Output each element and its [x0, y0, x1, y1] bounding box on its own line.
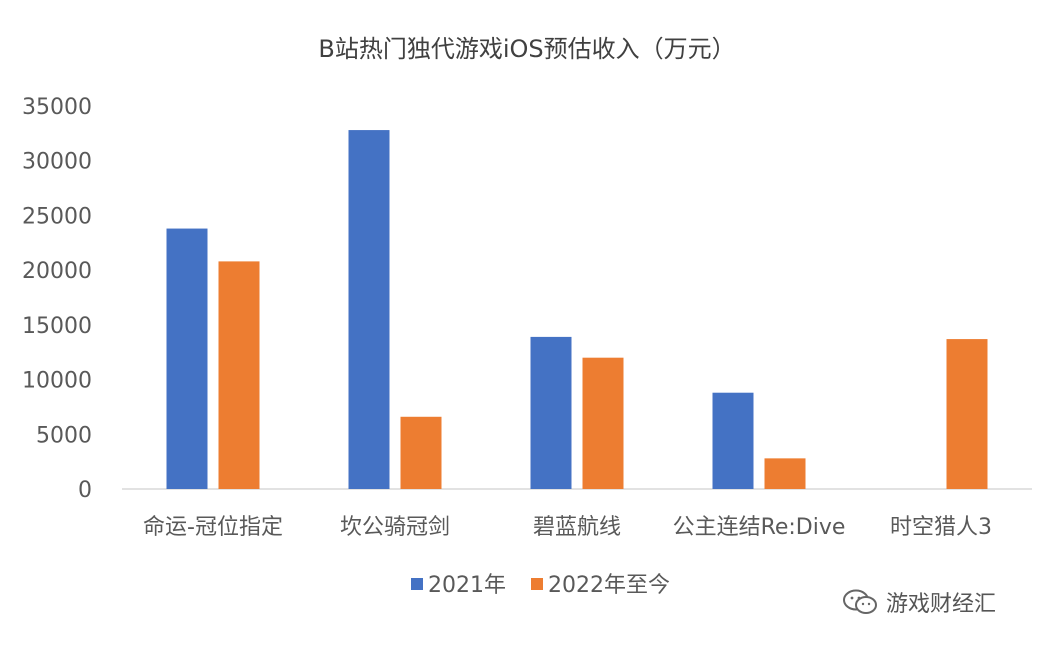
bar-2022-2 [582, 357, 624, 489]
bar-2021-2 [530, 336, 572, 489]
y-tick-label: 25000 [22, 204, 92, 229]
bar-2021-3 [712, 392, 754, 489]
wechat-icon [843, 589, 877, 614]
bar-2021-1 [348, 130, 390, 489]
y-tick-label: 0 [78, 478, 92, 503]
bar-2022-0 [218, 261, 260, 489]
x-tick-label: 时空猎人3 [890, 515, 992, 540]
legend-swatch [531, 578, 543, 590]
y-tick-label: 35000 [22, 95, 92, 120]
chart-title: B站热门独代游戏iOS预估收入（万元） [318, 35, 735, 63]
legend-swatch [411, 578, 423, 590]
bars [166, 130, 988, 489]
y-tick-label: 10000 [22, 369, 92, 394]
x-tick-label: 碧蓝航线 [533, 515, 621, 540]
bar-2022-4 [946, 339, 988, 489]
watermark: 游戏财经汇 [842, 586, 996, 618]
legend-label: 2022年至今 [548, 573, 670, 598]
y-tick-label: 20000 [22, 259, 92, 284]
x-tick-label: 命运-冠位指定 [143, 515, 283, 540]
legend-label: 2021年 [428, 573, 506, 598]
x-axis: 命运-冠位指定 坎公骑冠剑 碧蓝航线 公主连结Re:Dive 时空猎人3 [143, 515, 992, 540]
x-tick-label: 坎公骑冠剑 [340, 515, 450, 540]
y-tick-label: 15000 [22, 314, 92, 339]
bar-2022-1 [400, 416, 442, 489]
legend: 2021年 2022年至今 [411, 573, 670, 598]
bar-2021-0 [166, 228, 208, 489]
y-tick-label: 30000 [22, 150, 92, 175]
x-tick-label: 公主连结Re:Dive [673, 515, 846, 540]
y-axis: 0 5000 10000 15000 20000 25000 30000 35000 [22, 95, 92, 503]
y-tick-label: 5000 [36, 423, 92, 448]
watermark-text: 游戏财经汇 [886, 592, 997, 617]
bar-2022-3 [764, 458, 806, 489]
